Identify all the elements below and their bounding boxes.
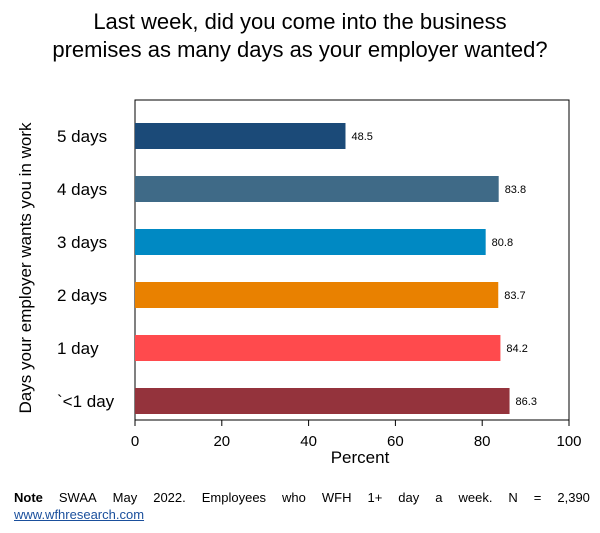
plot-frame <box>134 99 570 421</box>
category-label: 5 days <box>57 127 107 146</box>
note-word: a <box>435 490 443 505</box>
note-word: 2022. <box>153 490 186 505</box>
y-axis-label: Days your employer wants you in work <box>16 122 35 414</box>
bar-value-label: 86.3 <box>516 396 537 408</box>
chart-title: Last week, did you come into the busines… <box>0 8 600 64</box>
bar-value-label: 84.2 <box>506 343 527 355</box>
x-tick-label: 80 <box>474 433 491 450</box>
source-link[interactable]: www.wfhresearch.com <box>14 507 145 522</box>
bar <box>135 282 499 308</box>
note-word: who <box>282 490 306 505</box>
note-word: May <box>112 490 138 505</box>
category-label: 4 days <box>57 180 107 199</box>
note-word: Employees <box>201 490 267 505</box>
note-word: 2,390 <box>557 490 590 505</box>
category-label: 2 days <box>57 286 107 305</box>
chart-title-line-2: premises as many days as your employer w… <box>52 37 548 62</box>
bar <box>135 335 501 361</box>
note-word: WFH <box>321 490 352 505</box>
x-tick-label: 20 <box>213 433 230 450</box>
value-labels: 48.5 83.8 80.8 83.7 84.2 86.3 <box>351 131 536 408</box>
bar-value-label: 83.7 <box>504 290 525 302</box>
chart-note: Note SWAA May 2022. Employees who WFH 1+ day a we… <box>14 489 590 523</box>
bar-value-label: 80.8 <box>492 237 513 249</box>
chart-title-line-1: Last week, did you come into the busines… <box>93 9 507 34</box>
x-tick-label: 60 <box>387 433 404 450</box>
x-axis-ticks: 0 20 40 60 80 100 <box>131 420 582 450</box>
note-word: week. <box>458 490 493 505</box>
x-tick-label: 40 <box>300 433 317 450</box>
note-word: SWAA <box>58 490 97 505</box>
bar <box>135 176 499 202</box>
category-labels: 5 days 4 days 3 days 2 days 1 day `<1 day <box>57 127 115 411</box>
category-label: `<1 day <box>57 392 115 411</box>
note-line: Note SWAA May 2022. Employees who WFH 1+ day a we… <box>14 489 590 506</box>
bar-value-label: 83.8 <box>505 184 526 196</box>
note-word: = <box>533 490 542 505</box>
bars <box>135 123 510 414</box>
note-word: day <box>398 490 420 505</box>
category-label: 3 days <box>57 233 107 252</box>
bar-value-label: 48.5 <box>351 131 372 143</box>
x-tick-label: 0 <box>131 433 139 450</box>
note-word: 1+ <box>367 490 383 505</box>
bar-chart: 48.5 83.8 80.8 83.7 84.2 86.3 5 days 4 days 3 d… <box>16 99 582 467</box>
note-label: Note <box>14 490 43 505</box>
x-tick-label: 100 <box>556 433 581 450</box>
bar <box>135 123 346 149</box>
bar <box>135 229 486 255</box>
category-label: 1 day <box>57 339 99 358</box>
x-axis-label: Percent <box>331 448 390 467</box>
bar <box>135 388 510 414</box>
note-word: N <box>508 490 518 505</box>
